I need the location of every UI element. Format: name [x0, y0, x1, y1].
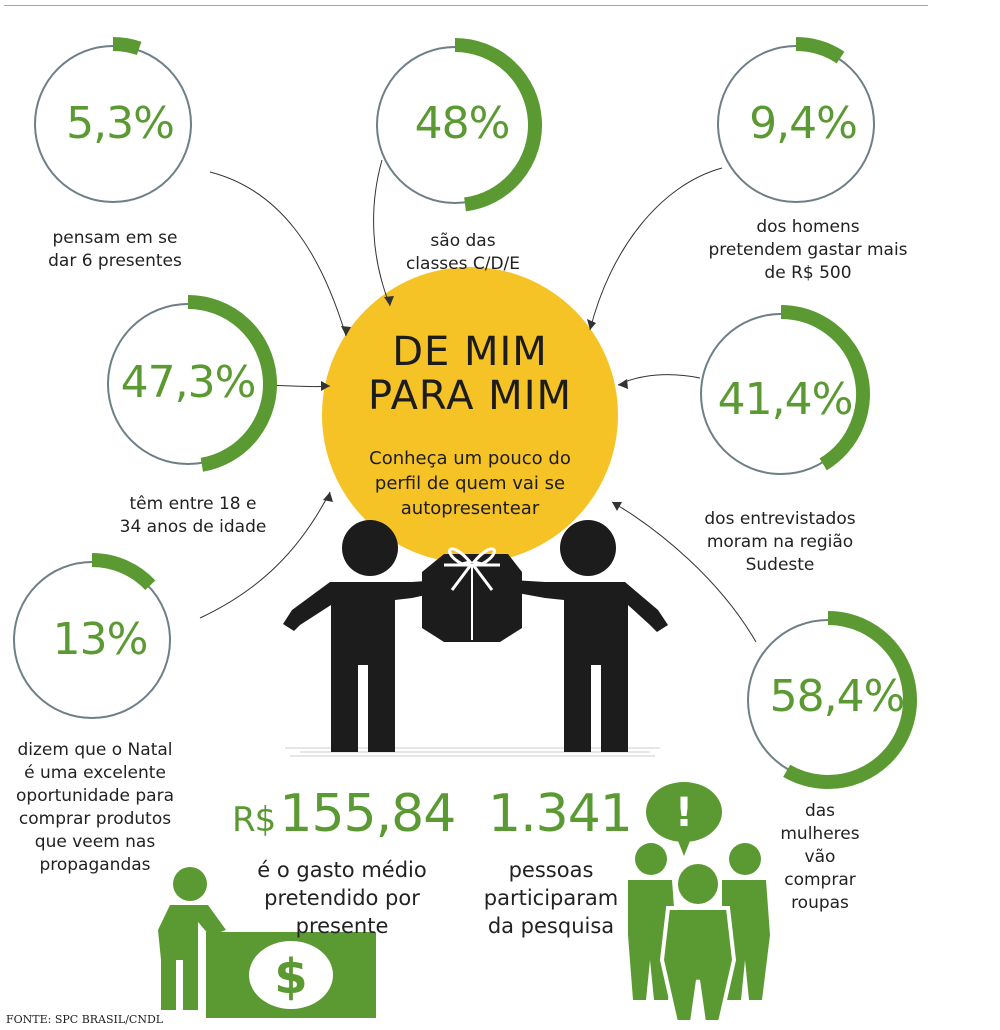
title-line-2: PARA MIM: [368, 373, 572, 419]
people-value: 1.341: [488, 784, 633, 844]
stat-caption: dizem que o Natal é uma excelente oportu…: [16, 740, 174, 875]
speech-bubble-icon: [646, 782, 722, 856]
spend-currency: R$: [232, 800, 276, 840]
stat-value: 48%: [414, 98, 511, 149]
stat-caption: das mulheres vão comprar roupas: [780, 801, 860, 913]
person-with-money-icon: [158, 867, 226, 1010]
stat-caption: pensam em se dar 6 presentes: [48, 228, 182, 271]
stat-progress-arc: [187, 295, 277, 472]
stat-value: 41,4%: [717, 374, 854, 425]
spend-figure: R$ 155,84: [232, 784, 456, 844]
stat-value: 5,3%: [66, 98, 175, 149]
spend-caption: é o gasto médio pretendido por presente: [257, 858, 427, 938]
people-figure: 1.341: [488, 784, 633, 844]
alert-symbol: !: [675, 790, 693, 836]
center-circle: [322, 267, 618, 563]
stat-progress-arc: [795, 37, 845, 64]
stat-value: 13%: [52, 614, 149, 665]
source-note: FONTE: SPC BRASIL/CNDL: [6, 1013, 164, 1026]
title-line-1: DE MIM: [392, 329, 548, 375]
stat-value: 47,3%: [120, 357, 257, 408]
stat-progress-arc: [783, 611, 917, 789]
stat-caption: têm entre 18 e 34 anos de idade: [119, 494, 267, 537]
gift-icon: [422, 547, 522, 642]
money-symbol: $: [274, 949, 307, 1005]
stat-progress-arc: [91, 553, 156, 591]
stat-caption: dos homens pretendem gastar mais de R$ 5…: [708, 217, 908, 283]
stat-progress-arc: [780, 305, 870, 471]
stat-value: 9,4%: [749, 98, 858, 149]
person-left-icon: [283, 520, 440, 752]
stat-caption: dos entrevistados moram na região Sudest…: [704, 509, 856, 575]
stat-progress-arc: [454, 38, 542, 212]
spend-value: 155,84: [279, 784, 456, 844]
stat-rings: [13, 37, 917, 789]
stat-caption: são das classes C/D/E: [405, 231, 521, 274]
arrow-heads: [321, 296, 628, 511]
page-subtitle: Conheça um pouco do perfil de quem vai s…: [369, 448, 571, 519]
top-rule: [4, 5, 928, 6]
person-right-icon: [512, 520, 668, 752]
people-caption: pessoas participaram da pesquisa: [483, 858, 619, 938]
crowd-icon: [628, 843, 770, 1024]
page-title: DE MIM PARA MIM: [340, 330, 600, 418]
stat-value: 58,4%: [769, 671, 906, 722]
stat-progress-arc: [112, 37, 142, 56]
banknote-oval: [249, 941, 333, 1009]
